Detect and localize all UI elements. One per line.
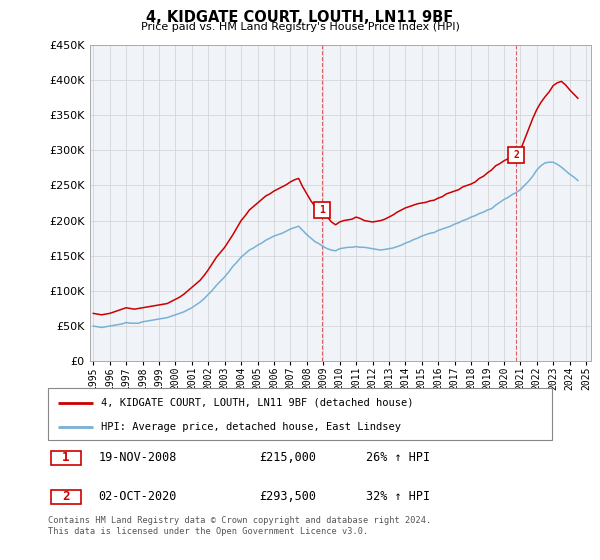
Text: £293,500: £293,500 <box>260 491 317 503</box>
Text: Contains HM Land Registry data © Crown copyright and database right 2024.
This d: Contains HM Land Registry data © Crown c… <box>48 516 431 536</box>
Text: HPI: Average price, detached house, East Lindsey: HPI: Average price, detached house, East… <box>101 422 401 432</box>
Text: 2: 2 <box>62 491 70 503</box>
Text: 26% ↑ HPI: 26% ↑ HPI <box>365 451 430 464</box>
Text: 02-OCT-2020: 02-OCT-2020 <box>98 491 177 503</box>
Text: 2: 2 <box>514 150 519 160</box>
FancyBboxPatch shape <box>50 490 81 504</box>
Text: 32% ↑ HPI: 32% ↑ HPI <box>365 491 430 503</box>
Text: 19-NOV-2008: 19-NOV-2008 <box>98 451 177 464</box>
FancyBboxPatch shape <box>48 388 552 440</box>
Text: 4, KIDGATE COURT, LOUTH, LN11 9BF: 4, KIDGATE COURT, LOUTH, LN11 9BF <box>146 10 454 25</box>
Text: 1: 1 <box>319 205 325 215</box>
Text: 4, KIDGATE COURT, LOUTH, LN11 9BF (detached house): 4, KIDGATE COURT, LOUTH, LN11 9BF (detac… <box>101 398 413 408</box>
Text: 1: 1 <box>62 451 70 464</box>
Text: £215,000: £215,000 <box>260 451 317 464</box>
FancyBboxPatch shape <box>50 451 81 465</box>
Text: Price paid vs. HM Land Registry's House Price Index (HPI): Price paid vs. HM Land Registry's House … <box>140 22 460 32</box>
